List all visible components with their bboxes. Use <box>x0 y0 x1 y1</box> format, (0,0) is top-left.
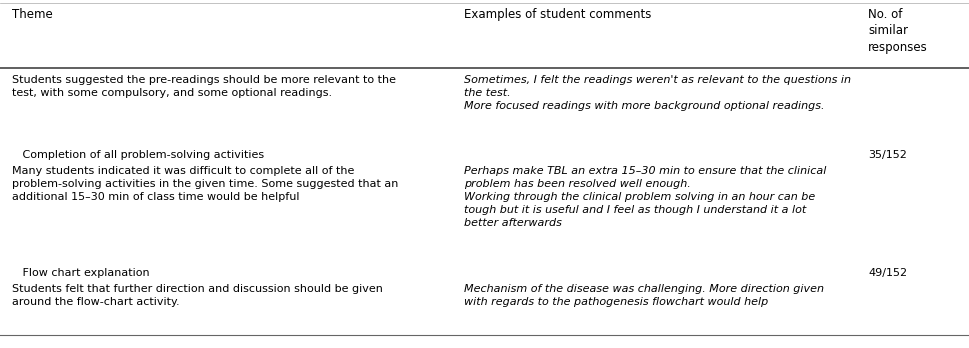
Text: Students felt that further direction and discussion should be given
around the f: Students felt that further direction and… <box>12 284 382 307</box>
Text: Mechanism of the disease was challenging. More direction given
with regards to t: Mechanism of the disease was challenging… <box>463 284 823 307</box>
Text: Examples of student comments: Examples of student comments <box>463 8 650 21</box>
Text: No. of
similar
responses: No. of similar responses <box>867 8 927 54</box>
Text: 35/152: 35/152 <box>867 150 906 160</box>
Text: 49/152: 49/152 <box>867 268 906 278</box>
Text: Students suggested the pre-readings should be more relevant to the
test, with so: Students suggested the pre-readings shou… <box>12 75 395 98</box>
Text: Theme: Theme <box>12 8 52 21</box>
Text: Flow chart explanation: Flow chart explanation <box>12 268 149 278</box>
Text: Completion of all problem-solving activities: Completion of all problem-solving activi… <box>12 150 264 160</box>
Text: Sometimes, I felt the readings weren't as relevant to the questions in
the test.: Sometimes, I felt the readings weren't a… <box>463 75 850 111</box>
Text: Perhaps make TBL an extra 15–30 min to ensure that the clinical
problem has been: Perhaps make TBL an extra 15–30 min to e… <box>463 166 826 228</box>
Text: Many students indicated it was difficult to complete all of the
problem-solving : Many students indicated it was difficult… <box>12 166 397 202</box>
